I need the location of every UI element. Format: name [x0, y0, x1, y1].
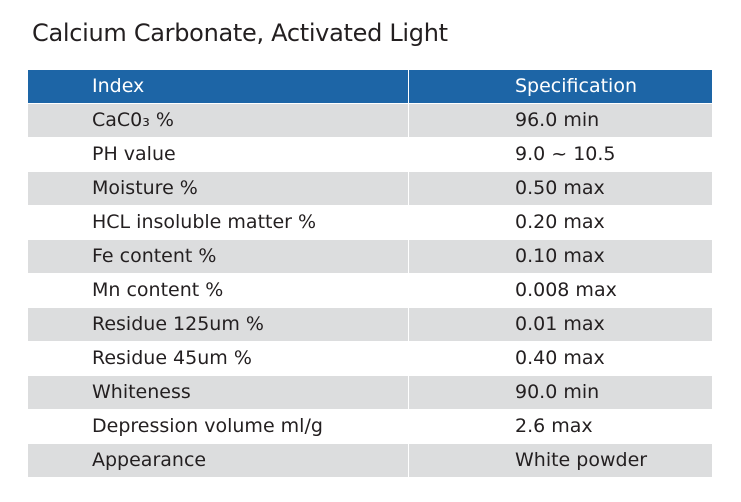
- header-index-label: Index: [92, 75, 145, 98]
- row-spec-cell: 0.50 max: [408, 171, 712, 205]
- row-index-label: CaC0₃ %: [92, 109, 174, 131]
- row-spec-value: 0.20 max: [515, 211, 605, 233]
- row-spec-value: 0.008 max: [515, 279, 617, 301]
- row-spec-value: 2.6 max: [515, 415, 593, 437]
- row-spec-value: White powder: [515, 449, 648, 471]
- row-spec-cell: 0.20 max: [408, 205, 712, 239]
- row-index-cell: Appearance: [28, 443, 408, 477]
- row-index-cell: Residue 125um %: [28, 307, 408, 341]
- row-spec-cell: 9.0 ~ 10.5: [408, 137, 712, 171]
- row-spec-value: 0.01 max: [515, 313, 605, 335]
- row-index-label: Moisture %: [92, 177, 198, 199]
- row-index-cell: Mn content %: [28, 273, 408, 307]
- table-row: Mn content % 0.008 max: [28, 273, 712, 307]
- row-spec-value: 96.0 min: [515, 109, 600, 131]
- row-spec-cell: 0.008 max: [408, 273, 712, 307]
- row-index-label: PH value: [92, 143, 176, 165]
- row-spec-value: 9.0 ~ 10.5: [515, 143, 616, 165]
- row-spec-cell: White powder: [408, 443, 712, 477]
- row-spec-cell: 0.40 max: [408, 341, 712, 375]
- row-spec-cell: 96.0 min: [408, 103, 712, 137]
- row-index-cell: PH value: [28, 137, 408, 171]
- row-spec-cell: 90.0 min: [408, 375, 712, 409]
- row-index-cell: Residue 45um %: [28, 341, 408, 375]
- table-row: Whiteness 90.0 min: [28, 375, 712, 409]
- row-spec-value: 0.40 max: [515, 347, 605, 369]
- row-index-cell: HCL insoluble matter %: [28, 205, 408, 239]
- table-row: HCL insoluble matter % 0.20 max: [28, 205, 712, 239]
- table-row: PH value 9.0 ~ 10.5: [28, 137, 712, 171]
- row-spec-value: 90.0 min: [515, 381, 600, 403]
- row-index-label: HCL insoluble matter %: [92, 211, 317, 233]
- row-index-cell: Moisture %: [28, 171, 408, 205]
- row-index-cell: CaC0₃ %: [28, 103, 408, 137]
- table-header: Index Specification: [28, 70, 712, 104]
- table-row: Residue 45um % 0.40 max: [28, 341, 712, 375]
- table-row: Moisture % 0.50 max: [28, 171, 712, 205]
- row-index-label: Appearance: [92, 449, 207, 471]
- spec-table: Index Specification CaC0₃ % 96.0 min PH …: [28, 70, 712, 478]
- row-index-cell: Whiteness: [28, 375, 408, 409]
- row-spec-cell: 0.01 max: [408, 307, 712, 341]
- header-specification-label: Specification: [515, 75, 637, 98]
- row-index-cell: Depression volume ml/g: [28, 409, 408, 443]
- row-index-label: Residue 125um %: [92, 313, 264, 335]
- row-index-label: Fe content %: [92, 245, 217, 267]
- table-row: Residue 125um % 0.01 max: [28, 307, 712, 341]
- row-index-label: Depression volume ml/g: [92, 415, 323, 437]
- table-row: Depression volume ml/g 2.6 max: [28, 409, 712, 443]
- table-row: CaC0₃ % 96.0 min: [28, 103, 712, 137]
- table-row: Fe content % 0.10 max: [28, 239, 712, 273]
- row-spec-cell: 0.10 max: [408, 239, 712, 273]
- row-index-label: Residue 45um %: [92, 347, 252, 369]
- page-title: Calcium Carbonate, Activated Light: [32, 19, 448, 47]
- table-header-row: Index Specification: [28, 70, 712, 104]
- row-spec-cell: 2.6 max: [408, 409, 712, 443]
- row-index-cell: Fe content %: [28, 239, 408, 273]
- row-spec-value: 0.10 max: [515, 245, 605, 267]
- row-index-label: Whiteness: [92, 381, 191, 403]
- header-index: Index: [28, 70, 408, 104]
- table-row: Appearance White powder: [28, 443, 712, 477]
- row-spec-value: 0.50 max: [515, 177, 605, 199]
- row-index-label: Mn content %: [92, 279, 224, 301]
- table-body: CaC0₃ % 96.0 min PH value 9.0 ~ 10.5 Moi…: [28, 103, 712, 477]
- header-specification: Specification: [408, 70, 712, 104]
